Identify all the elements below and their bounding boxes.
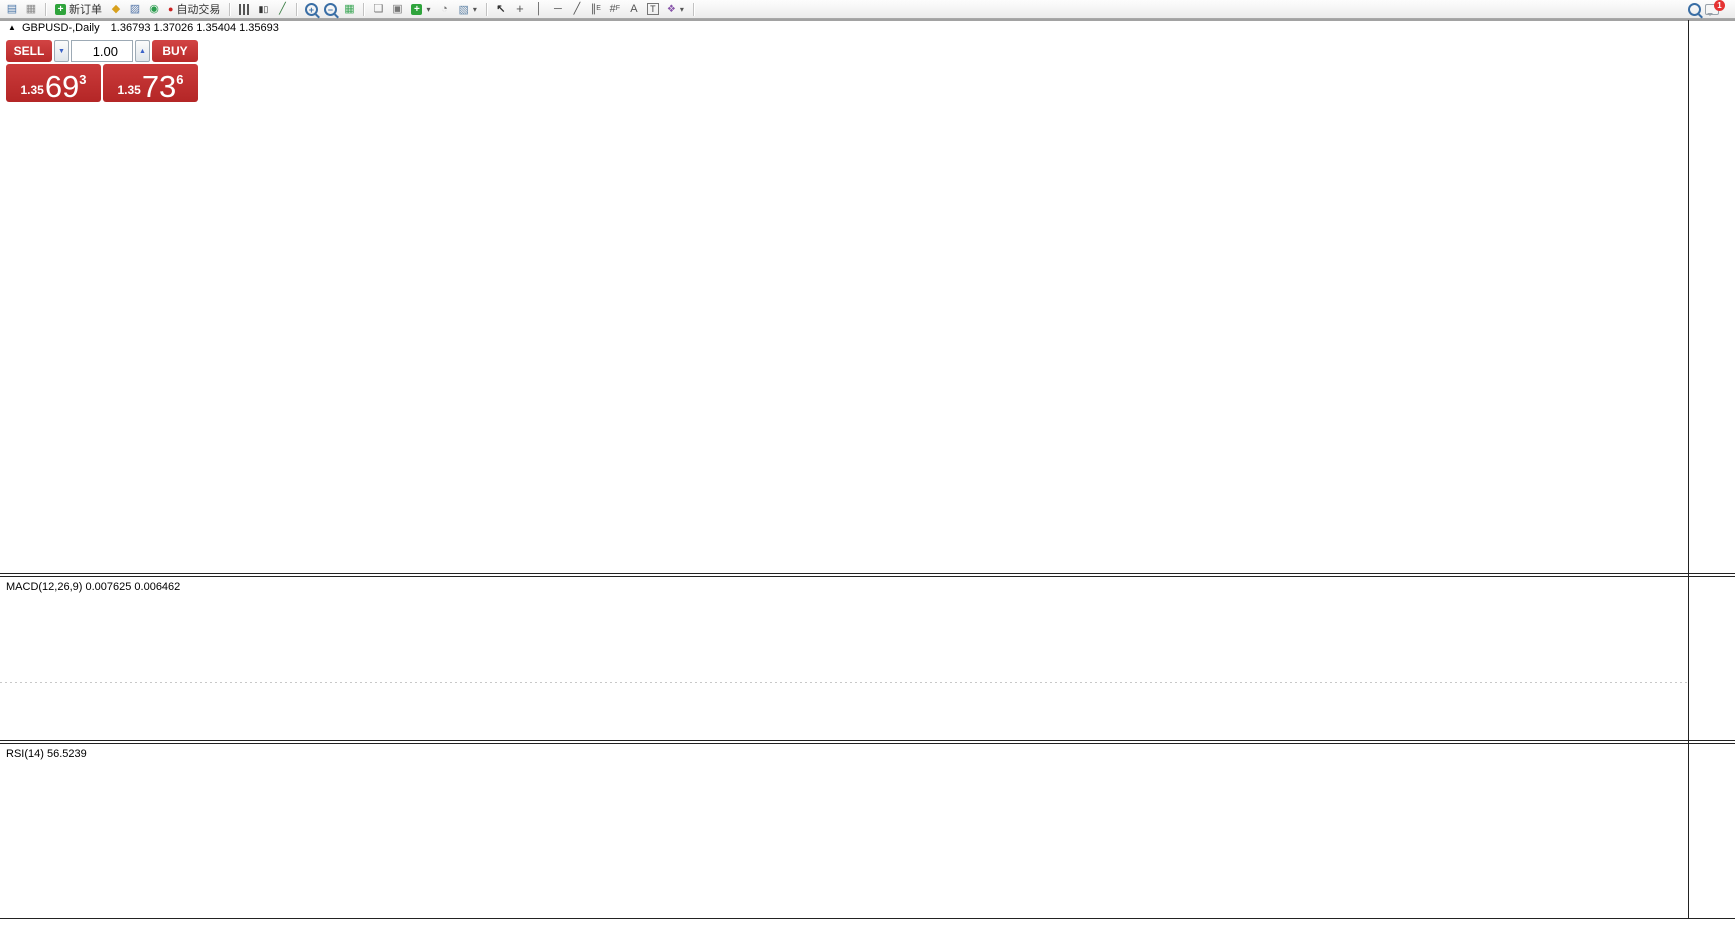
templates-icon: ▧: [458, 3, 469, 16]
symbol-title: GBPUSD-,Daily: [21, 22, 100, 34]
pane-borders: [0, 19, 1735, 919]
sell-price-prefix: 1.35: [20, 83, 44, 97]
volume-input[interactable]: [71, 40, 133, 62]
macd-indicator-label: MACD(12,26,9) 0.007625 0.006462: [6, 581, 181, 593]
vertical-line-tool-icon[interactable]: │: [535, 3, 543, 15]
cursor-tool-icon[interactable]: ↖: [496, 3, 506, 15]
sell-price-pip: 3: [79, 72, 87, 87]
buy-price-main: 73: [141, 69, 177, 104]
toolbar-separator: [45, 2, 46, 16]
bar-chart-icon[interactable]: [239, 3, 250, 15]
candlestick-chart-icon[interactable]: ▮▯: [258, 4, 269, 14]
one-click-trading-panel: SELL ▼ ▲ BUY 1.35 69 3 1.35 73 6: [6, 40, 198, 102]
fibonacci-tool-icon[interactable]: # F: [609, 3, 621, 15]
buy-button[interactable]: BUY: [152, 40, 198, 62]
arrange-windows-icon[interactable]: ▣: [392, 3, 403, 15]
horizontal-line-tool-icon[interactable]: ─: [553, 3, 562, 15]
sell-button[interactable]: SELL: [6, 40, 52, 62]
toolbar: ▤ ▦ + 新订单 ◆ ▨ ◉ ● 自动交易 ▮▯ ╱ + − ▦ ❏ ▣ + …: [0, 0, 1735, 19]
zoom-in-icon[interactable]: +: [303, 1, 319, 17]
chevron-down-icon: ▾: [679, 4, 684, 14]
toolbar-separator: [692, 2, 694, 16]
label-tool-icon[interactable]: T: [645, 1, 661, 17]
sell-price-tile[interactable]: 1.35 69 3: [6, 64, 101, 102]
notification-badge: 1: [1714, 0, 1725, 11]
line-chart-icon[interactable]: ╱: [279, 3, 286, 15]
autotrading-label: 自动交易: [176, 4, 221, 16]
text-tool-icon[interactable]: A: [630, 3, 638, 15]
chart-title: ▲ GBPUSD-,Daily 1.36793 1.37026 1.35404 …: [8, 22, 279, 34]
buy-price-tile[interactable]: 1.35 73 6: [103, 64, 198, 102]
trendline-tool-icon[interactable]: ╱: [573, 3, 581, 15]
buy-price-pip: 6: [176, 72, 184, 87]
add-indicator-button[interactable]: + ▾: [408, 1, 433, 17]
sell-price-main: 69: [44, 69, 80, 104]
templates-button[interactable]: ▧ ▾: [455, 1, 479, 17]
data-window-icon[interactable]: ▦: [25, 3, 37, 15]
add-indicator-icon: +: [411, 3, 423, 15]
autotrading-icon: ●: [168, 4, 174, 14]
tile-windows-icon[interactable]: ▦: [344, 3, 355, 15]
cascade-windows-icon[interactable]: ❏: [373, 3, 384, 15]
chevron-down-icon: ▾: [472, 4, 477, 14]
crosshair-tool-icon[interactable]: +: [516, 1, 524, 16]
notifications-button[interactable]: 1: [1705, 0, 1725, 16]
shapes-tool-icon: ❖: [666, 3, 676, 15]
metaeditor-icon[interactable]: ◆: [111, 3, 121, 15]
channel-tool-icon[interactable]: ∥ E: [590, 3, 601, 15]
autotrading-button[interactable]: ● 自动交易: [165, 1, 223, 17]
toolbar-separator: [296, 2, 298, 16]
new-order-label: 新订单: [69, 4, 102, 16]
terminal-icon[interactable]: ▨: [129, 3, 141, 15]
search-icon[interactable]: [1686, 1, 1702, 17]
new-order-icon: +: [55, 3, 66, 15]
buy-price-prefix: 1.35: [117, 83, 141, 97]
rsi-indicator-label: RSI(14) 56.5239: [6, 748, 87, 760]
zoom-out-icon[interactable]: −: [322, 1, 338, 17]
ohlc-values: 1.36793 1.37026 1.35404 1.35693: [110, 22, 279, 34]
volume-increase-button[interactable]: ▲: [135, 40, 150, 62]
toolbar-separator: [363, 2, 365, 16]
toolbar-separator: [229, 2, 231, 16]
cycles-icon[interactable]: ◔: [441, 3, 448, 15]
volume-decrease-button[interactable]: ▼: [54, 40, 69, 62]
signals-icon[interactable]: ◉: [149, 3, 159, 15]
toolbar-separator: [485, 2, 487, 16]
market-watch-icon[interactable]: ▤: [6, 3, 18, 15]
new-order-button[interactable]: + 新订单: [52, 1, 105, 17]
shapes-tool-button[interactable]: ❖ ▾: [664, 1, 687, 17]
chevron-down-icon: ▾: [426, 4, 431, 14]
collapse-arrow-icon[interactable]: ▲: [8, 23, 16, 32]
